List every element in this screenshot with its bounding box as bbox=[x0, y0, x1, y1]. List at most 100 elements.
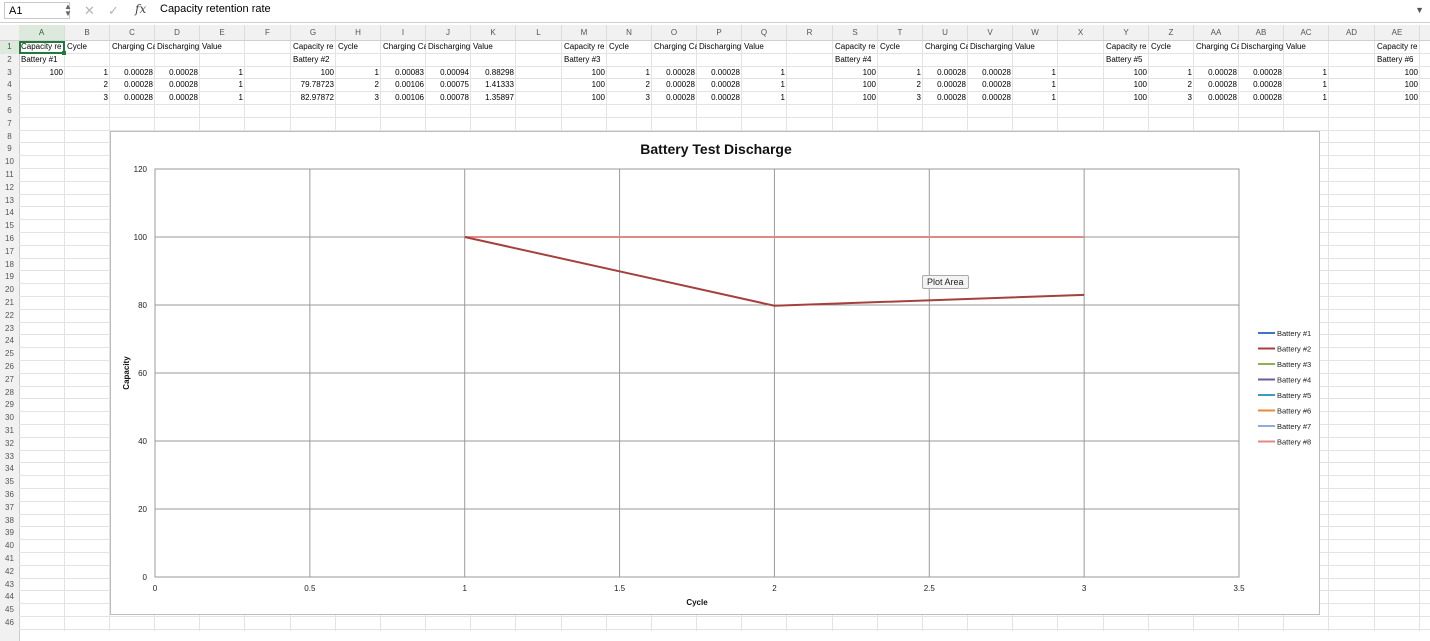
row-header-37[interactable]: 37 bbox=[5, 502, 14, 512]
cell-c1[interactable]: Charging Ca bbox=[112, 42, 155, 51]
cell-u3[interactable]: 0.00028 bbox=[937, 67, 966, 77]
cell-p1[interactable]: Discharging bbox=[699, 42, 742, 51]
cell-o3[interactable]: 0.00028 bbox=[666, 67, 695, 77]
cell-y1[interactable]: Capacity re bbox=[1106, 42, 1147, 51]
cell-q5[interactable]: 1 bbox=[780, 93, 785, 103]
row-header-29[interactable]: 29 bbox=[5, 400, 14, 410]
row-header-3[interactable]: 3 bbox=[7, 67, 12, 77]
row-header-30[interactable]: 30 bbox=[5, 413, 14, 423]
name-box-stepper-icon[interactable]: ▲ ▼ bbox=[64, 2, 72, 18]
cell-z5[interactable]: 3 bbox=[1187, 93, 1192, 103]
column-header-j[interactable]: J bbox=[426, 25, 471, 40]
row-header-7[interactable]: 7 bbox=[7, 118, 12, 128]
column-header-e[interactable]: E bbox=[200, 25, 245, 40]
cell-aa1[interactable]: Charging Ca bbox=[1196, 42, 1239, 51]
formula-input[interactable]: Capacity retention rate bbox=[160, 3, 271, 15]
row-header-25[interactable]: 25 bbox=[5, 349, 14, 359]
cell-a3[interactable]: 100 bbox=[49, 67, 63, 77]
row-header-40[interactable]: 40 bbox=[5, 541, 14, 551]
column-header-o[interactable]: O bbox=[652, 25, 697, 40]
cell-m3[interactable]: 100 bbox=[591, 67, 605, 77]
column-header-ab[interactable]: AB bbox=[1239, 25, 1284, 40]
cell-ab5[interactable]: 0.00028 bbox=[1253, 93, 1282, 103]
row-header-19[interactable]: 19 bbox=[5, 272, 14, 282]
cell-b3[interactable]: 1 bbox=[103, 67, 108, 77]
cell-aa4[interactable]: 0.00028 bbox=[1208, 80, 1237, 90]
cell-a1[interactable]: Capacity re bbox=[21, 42, 62, 51]
column-header-z[interactable]: Z bbox=[1149, 25, 1194, 40]
row-header-9[interactable]: 9 bbox=[7, 144, 12, 154]
row-header-11[interactable]: 11 bbox=[5, 170, 14, 179]
cell-v5[interactable]: 0.00028 bbox=[982, 93, 1011, 103]
cell-s4[interactable]: 100 bbox=[862, 80, 876, 90]
cell-d4[interactable]: 0.00028 bbox=[169, 80, 198, 90]
column-header-u[interactable]: U bbox=[923, 25, 968, 40]
cell-s1[interactable]: Capacity re bbox=[835, 42, 876, 51]
cell-k4[interactable]: 1.41333 bbox=[485, 80, 514, 90]
cell-z4[interactable]: 2 bbox=[1187, 80, 1192, 90]
cell-u1[interactable]: Charging Ca bbox=[925, 42, 968, 51]
cell-v1[interactable]: Discharging bbox=[970, 42, 1013, 51]
cancel-icon[interactable]: ✕ bbox=[84, 3, 95, 18]
cell-a2[interactable]: Battery #1 bbox=[21, 54, 58, 64]
column-header-s[interactable]: S bbox=[833, 25, 878, 40]
cell-ac3[interactable]: 1 bbox=[1322, 67, 1327, 77]
row-header-18[interactable]: 18 bbox=[5, 259, 14, 269]
column-header-m[interactable]: M bbox=[562, 25, 607, 40]
cell-ae2[interactable]: Battery #6 bbox=[1377, 54, 1414, 64]
column-header-a[interactable]: A bbox=[19, 25, 65, 40]
cell-h4[interactable]: 2 bbox=[374, 80, 379, 90]
cell-j1[interactable]: Discharging bbox=[428, 42, 471, 51]
confirm-icon[interactable]: ✓ bbox=[108, 3, 119, 18]
cell-y5[interactable]: 100 bbox=[1133, 93, 1147, 103]
row-header-8[interactable]: 8 bbox=[7, 131, 12, 141]
row-header-12[interactable]: 12 bbox=[5, 182, 14, 192]
cell-c4[interactable]: 0.00028 bbox=[124, 80, 153, 90]
column-header-i[interactable]: I bbox=[381, 25, 426, 40]
expand-formula-bar-icon[interactable]: ▼ bbox=[1415, 5, 1424, 15]
cell-t5[interactable]: 3 bbox=[916, 93, 921, 103]
cell-ac1[interactable]: Value bbox=[1286, 42, 1306, 51]
cell-d5[interactable]: 0.00028 bbox=[169, 93, 198, 103]
cell-s2[interactable]: Battery #4 bbox=[835, 54, 872, 64]
row-header-22[interactable]: 22 bbox=[5, 310, 14, 320]
cell-h3[interactable]: 1 bbox=[374, 67, 379, 77]
cell-o1[interactable]: Charging Ca bbox=[654, 42, 697, 51]
cell-g4[interactable]: 79.78723 bbox=[300, 80, 334, 90]
row-header-41[interactable]: 41 bbox=[5, 554, 14, 563]
cell-aa3[interactable]: 0.00028 bbox=[1208, 67, 1237, 77]
cell-u5[interactable]: 0.00028 bbox=[937, 93, 966, 103]
cell-w4[interactable]: 1 bbox=[1051, 80, 1056, 90]
cell-ae3[interactable]: 100 bbox=[1404, 67, 1418, 77]
cell-aa5[interactable]: 0.00028 bbox=[1208, 93, 1237, 103]
column-header-q[interactable]: Q bbox=[742, 25, 787, 40]
cell-n5[interactable]: 3 bbox=[645, 93, 650, 103]
cell-ab1[interactable]: Discharging bbox=[1241, 42, 1284, 51]
cell-s5[interactable]: 100 bbox=[862, 93, 876, 103]
cell-y3[interactable]: 100 bbox=[1133, 67, 1147, 77]
row-header-24[interactable]: 24 bbox=[5, 336, 14, 346]
cell-g1[interactable]: Capacity re bbox=[293, 42, 334, 51]
row-header-2[interactable]: 2 bbox=[7, 54, 12, 64]
row-header-10[interactable]: 10 bbox=[5, 157, 14, 167]
cell-d3[interactable]: 0.00028 bbox=[169, 67, 198, 77]
cell-o4[interactable]: 0.00028 bbox=[666, 80, 695, 90]
row-header-39[interactable]: 39 bbox=[5, 528, 14, 538]
row-header-5[interactable]: 5 bbox=[7, 93, 12, 103]
row-header-17[interactable]: 17 bbox=[5, 246, 14, 256]
column-header-g[interactable]: G bbox=[291, 25, 336, 40]
cell-p5[interactable]: 0.00028 bbox=[711, 93, 740, 103]
cell-z3[interactable]: 1 bbox=[1187, 67, 1192, 77]
row-header-13[interactable]: 13 bbox=[5, 195, 14, 205]
row-header-45[interactable]: 45 bbox=[5, 605, 14, 615]
cell-m4[interactable]: 100 bbox=[591, 80, 605, 90]
column-header-aa[interactable]: AA bbox=[1194, 25, 1239, 40]
column-header-n[interactable]: N bbox=[607, 25, 652, 40]
cell-t1[interactable]: Cycle bbox=[880, 42, 901, 51]
row-header-27[interactable]: 27 bbox=[5, 374, 14, 384]
cell-j4[interactable]: 0.00075 bbox=[440, 80, 469, 90]
cell-t3[interactable]: 1 bbox=[916, 67, 921, 77]
row-header-44[interactable]: 44 bbox=[5, 592, 14, 602]
cell-g2[interactable]: Battery #2 bbox=[293, 54, 330, 64]
row-header-20[interactable]: 20 bbox=[5, 285, 14, 295]
